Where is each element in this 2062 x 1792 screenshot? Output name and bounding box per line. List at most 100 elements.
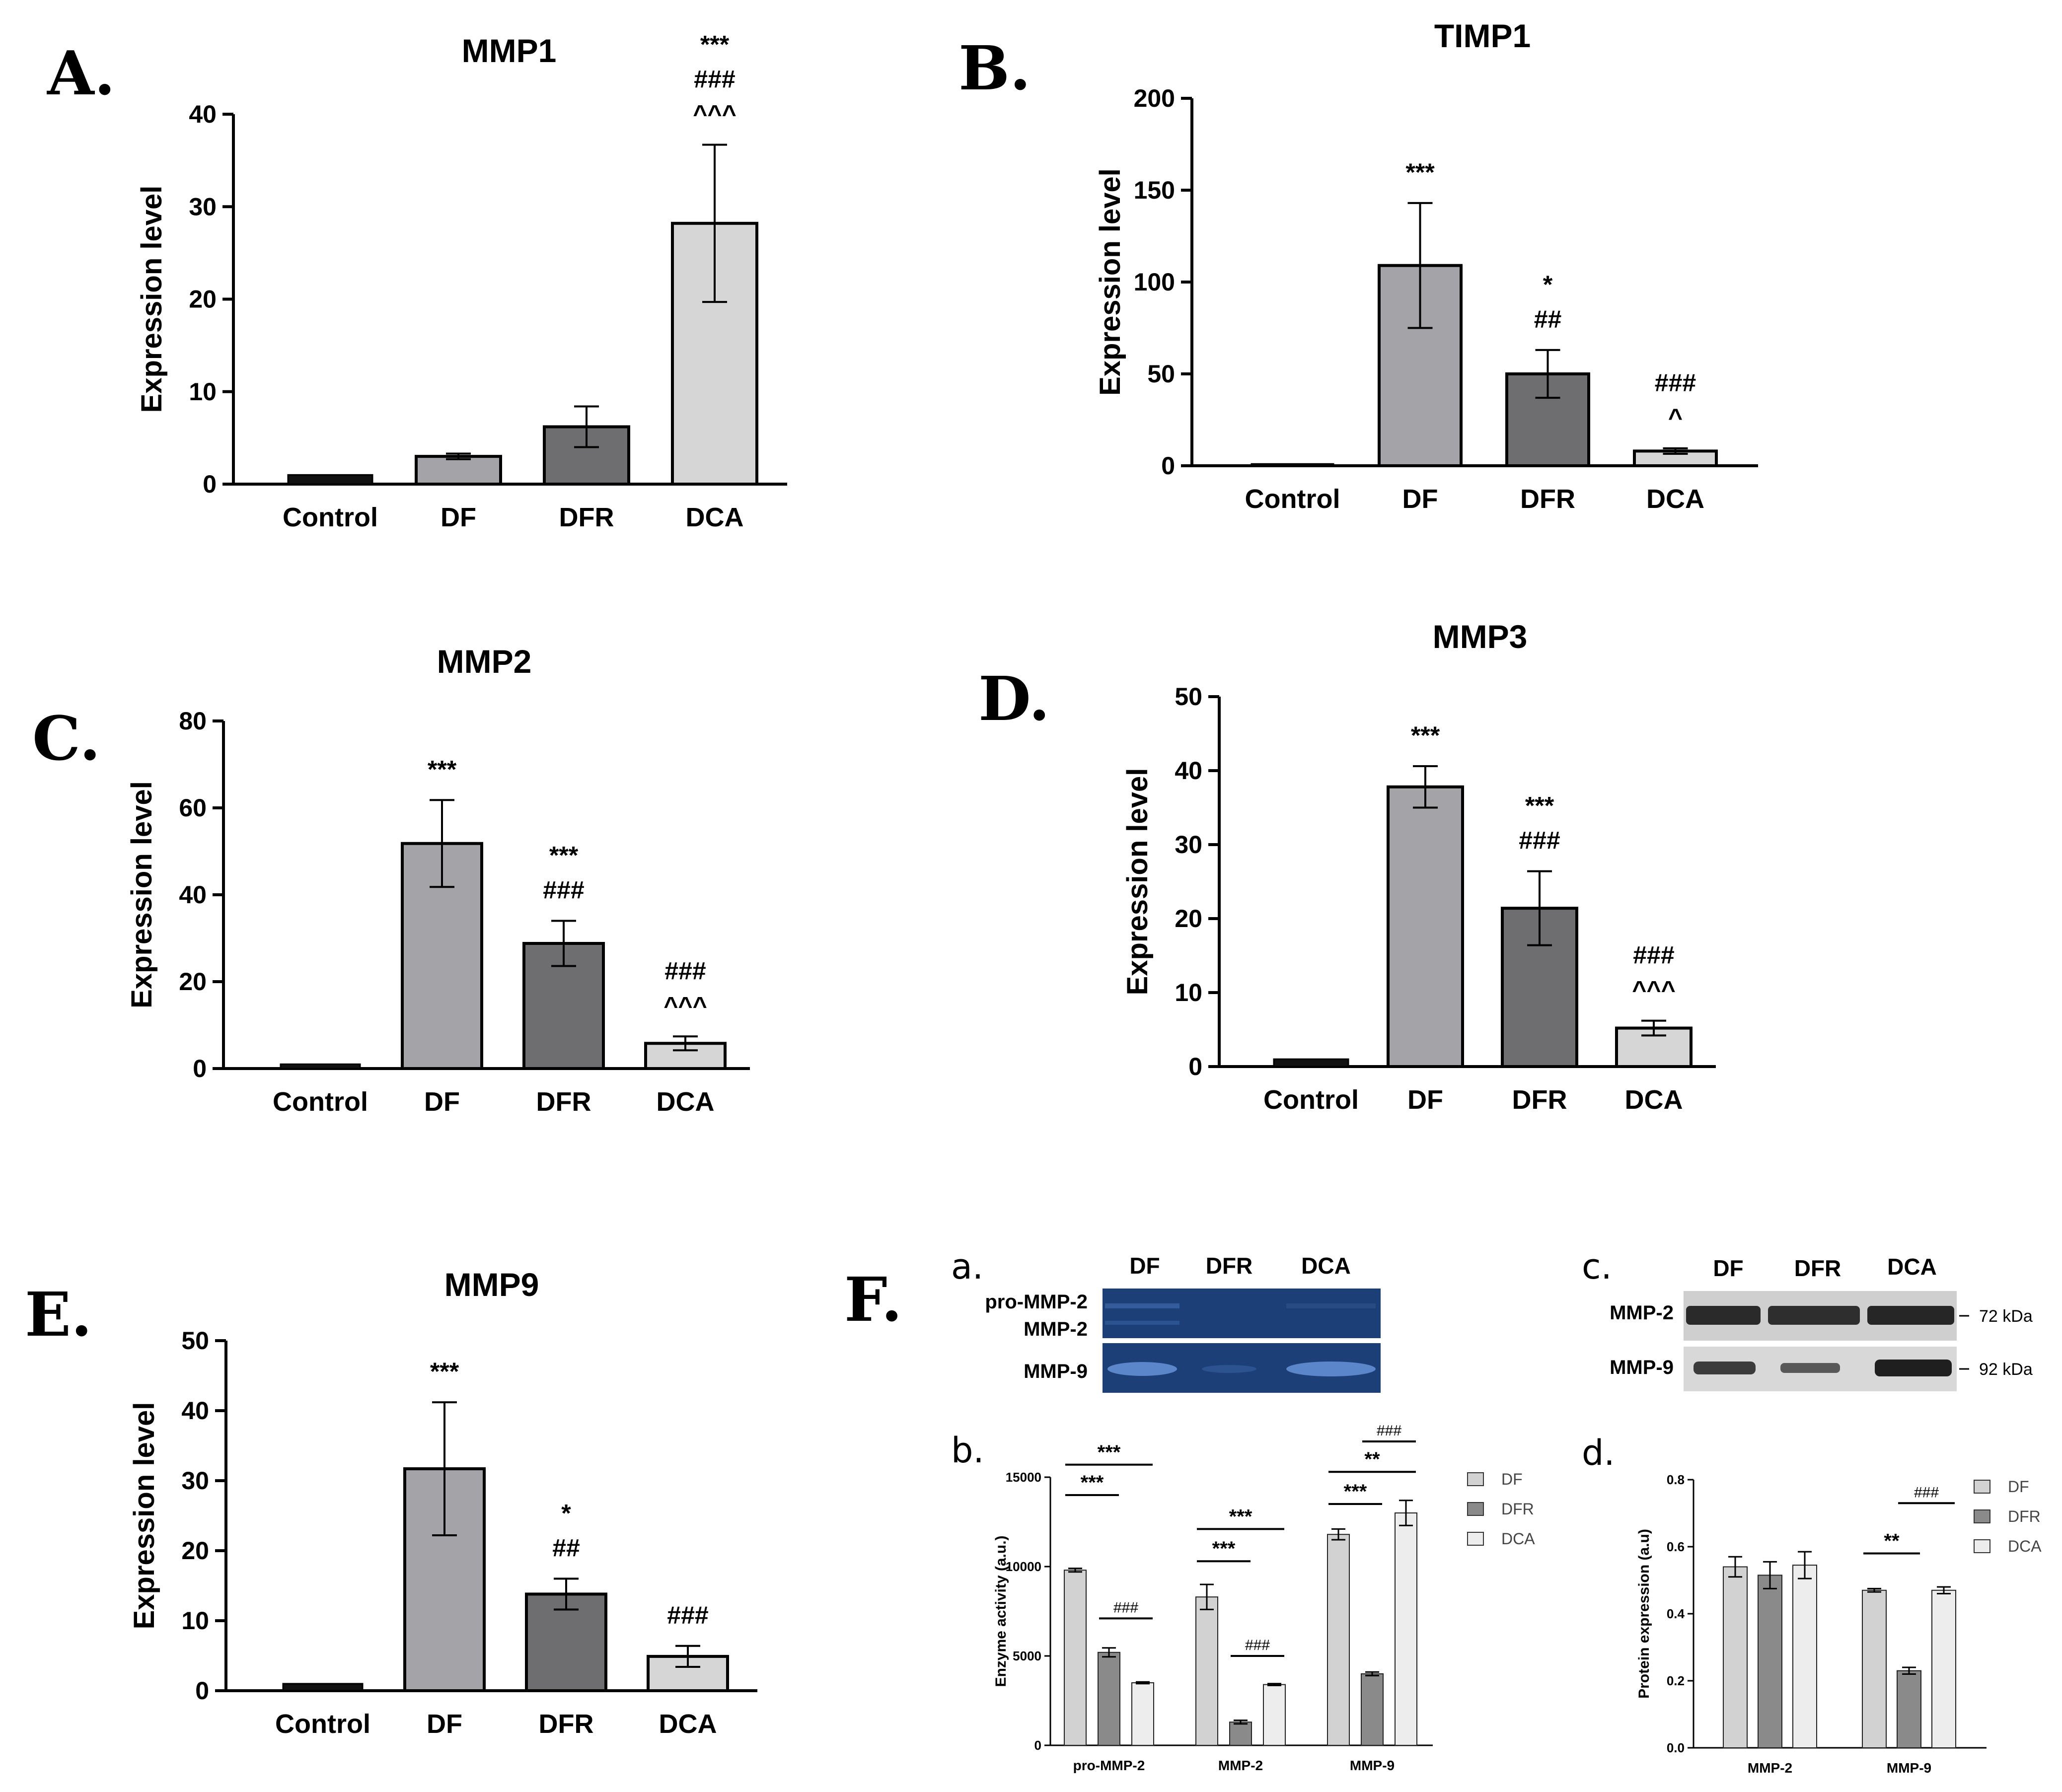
- significance-dca: ^^^: [693, 100, 736, 128]
- bar-control: [1251, 463, 1334, 467]
- bar-dfr-mmp-2: [1229, 1721, 1252, 1746]
- y-tick-label: 20: [181, 1537, 209, 1565]
- legend-swatch-dfr: [1974, 1509, 1990, 1523]
- significance-df: ***: [1405, 158, 1435, 186]
- x-tick-label-dca: DCA: [659, 1709, 717, 1739]
- chart-timp1: TIMP1 0 50 100 150 200 Expression level Control…: [1094, 17, 1758, 514]
- comparison-label: ###: [1914, 1484, 1939, 1501]
- western-band-mmp2-df: [1686, 1306, 1761, 1325]
- y-tick-label: 0: [1188, 1053, 1202, 1080]
- y-tick-label: 150: [1134, 176, 1175, 204]
- x-tick-label-mmp-2: MMP-2: [1218, 1758, 1263, 1773]
- zymogram-band-mmp9-dca: [1286, 1362, 1376, 1376]
- western-size-72: 72 kDa: [1979, 1307, 2033, 1326]
- y-tick-label: 10: [189, 378, 217, 406]
- y-tick-label: 0: [193, 1055, 207, 1082]
- panel-letter-f: F.: [844, 1264, 902, 1335]
- significance-dfr: ***: [1525, 792, 1554, 820]
- chart-mmp3: MMP3 0 10 20 30 40 50 Expression level Control DF…: [1121, 618, 1716, 1115]
- y-tick-label: 0.4: [1667, 1606, 1685, 1621]
- bar-dca-pro-mmp-2: [1131, 1682, 1154, 1746]
- y-tick-label: 0: [1161, 452, 1175, 480]
- significance-dfr: *: [561, 1499, 571, 1527]
- legend-swatch-df: [1974, 1480, 1990, 1494]
- y-tick-label: 30: [189, 193, 217, 220]
- y-tick-label: 50: [1147, 360, 1175, 388]
- significance-dca: ^: [1668, 404, 1683, 431]
- x-tick-label-control: Control: [273, 1087, 368, 1117]
- significance-dfr: ###: [1519, 827, 1560, 855]
- western-blot: DF DFR DCA MMP-2 MMP-9 72 kDa 92 kDa: [1610, 1254, 2033, 1391]
- significance-dca: ###: [694, 65, 735, 93]
- comparison-label: **: [1364, 1448, 1380, 1470]
- x-tick-label-dca: DCA: [1625, 1085, 1683, 1115]
- y-tick-label: 50: [1175, 683, 1202, 711]
- bar-control: [282, 1683, 364, 1692]
- panel-letter-e: E.: [25, 1279, 92, 1350]
- significance-dca: ###: [667, 1601, 708, 1629]
- sub-letter-d: d.: [1582, 1433, 1615, 1473]
- y-tick-label: 30: [1175, 831, 1202, 859]
- bar-dfr-mmp-9: [1897, 1670, 1921, 1748]
- zymogram-band-mmp2-df: [1105, 1321, 1179, 1325]
- significance-dca: ###: [1655, 369, 1696, 397]
- y-tick-label: 20: [179, 968, 207, 996]
- western-lane-dfr: DFR: [1794, 1255, 1841, 1281]
- legend-swatch-dca: [1974, 1539, 1990, 1553]
- x-tick-label-df: DF: [441, 502, 476, 532]
- x-tick-label-mmp-9: MMP-9: [1350, 1758, 1395, 1773]
- legend-label-dca: DCA: [1501, 1530, 1535, 1548]
- zymogram-band-mmp9-dfr: [1202, 1365, 1256, 1373]
- chart-title-mmp9: MMP9: [444, 1266, 539, 1303]
- y-tick-label: 0: [203, 470, 217, 498]
- legend-label-dfr: DFR: [1501, 1500, 1534, 1518]
- zymogram-row-mmp9: MMP-9: [1024, 1361, 1088, 1382]
- bar-dfr-pro-mmp-2: [1098, 1651, 1120, 1746]
- y-tick-label: 5000: [1013, 1649, 1041, 1663]
- bar-control: [287, 474, 373, 485]
- significance-dca: ^^^: [663, 992, 707, 1019]
- y-tick-label: 15000: [1006, 1470, 1041, 1485]
- y-tick-label: 10000: [1006, 1559, 1041, 1574]
- panel-letter-d: D.: [978, 663, 1050, 734]
- zymogram-band-mmp9-df: [1107, 1362, 1177, 1376]
- comparison-label: ###: [1377, 1423, 1401, 1439]
- x-tick-label-dfr: DFR: [1520, 484, 1575, 514]
- legend-label-df: DF: [1501, 1470, 1523, 1488]
- sub-letter-c: c.: [1582, 1246, 1612, 1287]
- chart-title-mmp2: MMP2: [437, 643, 532, 680]
- comparison-label: ***: [1098, 1441, 1121, 1463]
- western-band-mmp2-dca: [1867, 1306, 1954, 1325]
- chart-title-timp1: TIMP1: [1434, 17, 1531, 54]
- zymogram: DF DFR DCA pro-MMP-2 MMP-2 MMP-9: [985, 1253, 1381, 1393]
- comparison-label: **: [1884, 1530, 1900, 1552]
- panel-letter-b: B.: [958, 32, 1031, 104]
- significance-dca: ***: [700, 30, 730, 58]
- western-lane-df: DF: [1713, 1255, 1743, 1281]
- x-tick-label-dfr: DFR: [1512, 1085, 1567, 1115]
- y-tick-label: 30: [181, 1467, 209, 1495]
- y-tick-label: 100: [1134, 268, 1175, 296]
- x-tick-label-dca: DCA: [1646, 484, 1704, 514]
- y-tick-label: 40: [179, 881, 207, 909]
- x-tick-label-dfr: DFR: [536, 1087, 591, 1117]
- comparison-label: ***: [1229, 1505, 1252, 1527]
- bar-dca-mmp-2: [1263, 1684, 1286, 1746]
- x-tick-label-df: DF: [424, 1087, 460, 1117]
- y-tick-label: 20: [189, 286, 217, 313]
- zymogram-row-mmp2: MMP-2: [1024, 1318, 1088, 1340]
- significance-dca: ^^^: [1632, 976, 1676, 1004]
- western-band-mmp2-dfr: [1768, 1306, 1860, 1325]
- y-tick-label: 0.2: [1667, 1673, 1685, 1688]
- western-size-92: 92 kDa: [1979, 1360, 2033, 1379]
- panel-letter-c: C.: [32, 703, 100, 774]
- legend-swatch-dfr: [1467, 1502, 1484, 1516]
- y-tick-label: 40: [1175, 757, 1202, 785]
- zymogram-band-pro-mmp2-dca: [1286, 1303, 1376, 1308]
- y-axis-label: Expression level: [126, 781, 158, 1008]
- chart-title-mmp3: MMP3: [1433, 618, 1528, 655]
- bar-df-mmp-2: [1195, 1596, 1218, 1746]
- y-tick-label: 10: [1175, 979, 1202, 1006]
- y-tick-label: 0: [195, 1677, 209, 1705]
- x-tick-label-mmp-2: MMP-2: [1748, 1760, 1792, 1776]
